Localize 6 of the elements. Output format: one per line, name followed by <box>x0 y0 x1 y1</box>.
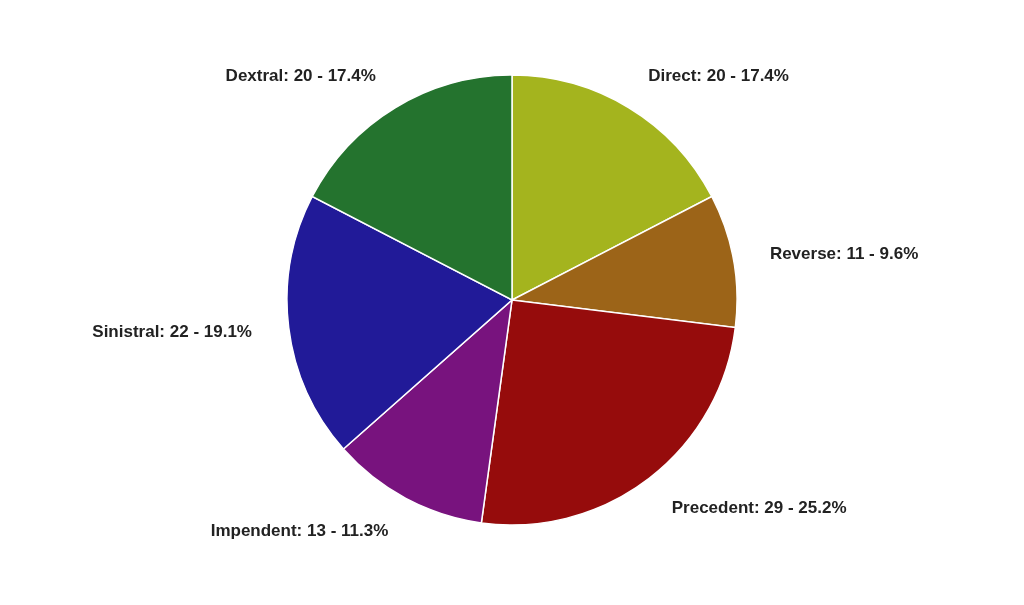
slice-label: Reverse: 11 - 9.6% <box>769 243 919 263</box>
slice-label: Precedent: 29 - 25.2% <box>671 497 847 517</box>
slice-label: Direct: 20 - 17.4% <box>648 66 789 86</box>
slice-label: Sinistral: 22 - 19.1% <box>92 322 252 342</box>
slice-label: Impendent: 13 - 11.3% <box>210 520 389 540</box>
slice-label: Dextral: 20 - 17.4% <box>225 66 376 86</box>
